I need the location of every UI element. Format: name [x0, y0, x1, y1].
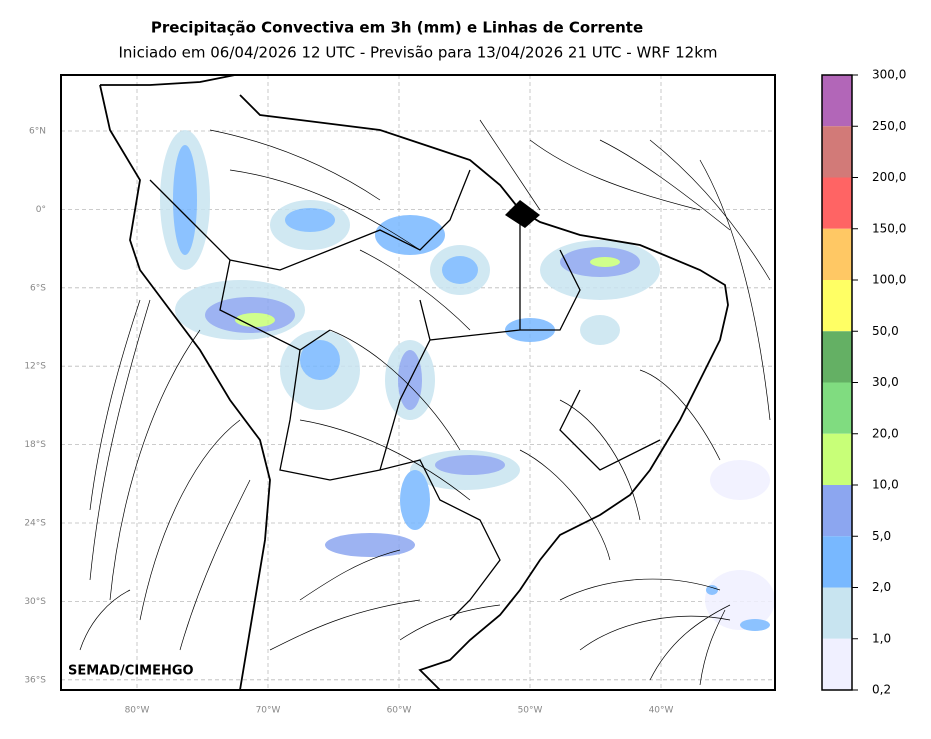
colorbar-label: 250,0	[872, 119, 906, 133]
streamlines	[79, 119, 771, 686]
colorbar-segment	[822, 638, 852, 690]
lon-label: 40°W	[649, 706, 674, 716]
colorbar-segment	[822, 536, 852, 588]
coastline	[99, 75, 729, 690]
lat-label: 30°S	[24, 597, 46, 607]
lat-label: 24°S	[24, 519, 46, 529]
lat-label: 18°S	[24, 440, 46, 450]
colorbar-segment	[822, 228, 852, 280]
colorbar-segment	[822, 382, 852, 434]
credit: SEMAD/CIMEHGO	[68, 664, 194, 679]
colorbar-segment	[822, 75, 852, 127]
title: Precipitação Convectiva em 3h (mm) e Lin…	[151, 19, 643, 37]
colorbar-label: 20,0	[872, 426, 899, 440]
subtitle: Iniciado em 06/04/2026 12 UTC - Previsão…	[118, 44, 717, 62]
colorbar-segment	[822, 177, 852, 229]
precipitation	[160, 130, 775, 631]
country-borders	[149, 169, 661, 621]
colorbar-segment	[822, 126, 852, 178]
colorbar-label: 5,0	[872, 529, 891, 543]
lon-label: 60°W	[387, 706, 412, 716]
colorbar-label: 1,0	[872, 631, 891, 645]
lat-label: 12°S	[24, 362, 46, 372]
lon-label: 50°W	[518, 706, 543, 716]
lat-label: 6°N	[29, 127, 46, 137]
colorbar-segment	[822, 280, 852, 332]
map-frame	[60, 74, 776, 691]
colorbar-label: 50,0	[872, 324, 899, 338]
amazon-mouth	[505, 200, 540, 228]
colorbar-segment	[822, 587, 852, 639]
colorbar-label: 300,0	[872, 68, 906, 82]
lat-label: 36°S	[24, 675, 46, 685]
colorbar-label: 30,0	[872, 375, 899, 389]
lon-label: 70°W	[256, 706, 281, 716]
colorbar-label: 150,0	[872, 221, 906, 235]
colorbar-label: 2,0	[872, 580, 891, 594]
lat-label: 6°S	[30, 283, 46, 293]
colorbar-segment	[822, 433, 852, 485]
colorbar-label: 10,0	[872, 478, 899, 492]
colorbar-label: 200,0	[872, 170, 906, 184]
lon-label: 80°W	[125, 706, 150, 716]
colorbar-segment	[822, 331, 852, 383]
colorbar-segment	[822, 485, 852, 537]
colorbar-label: 100,0	[872, 273, 906, 287]
lat-label: 0°	[36, 205, 46, 215]
colorbar-label: 0,2	[872, 683, 891, 697]
colorbar: 300,0 250,0 200,0 150,0 100,0 50,0 30,0 20,0 10,…	[821, 68, 906, 697]
map-area	[79, 75, 775, 690]
